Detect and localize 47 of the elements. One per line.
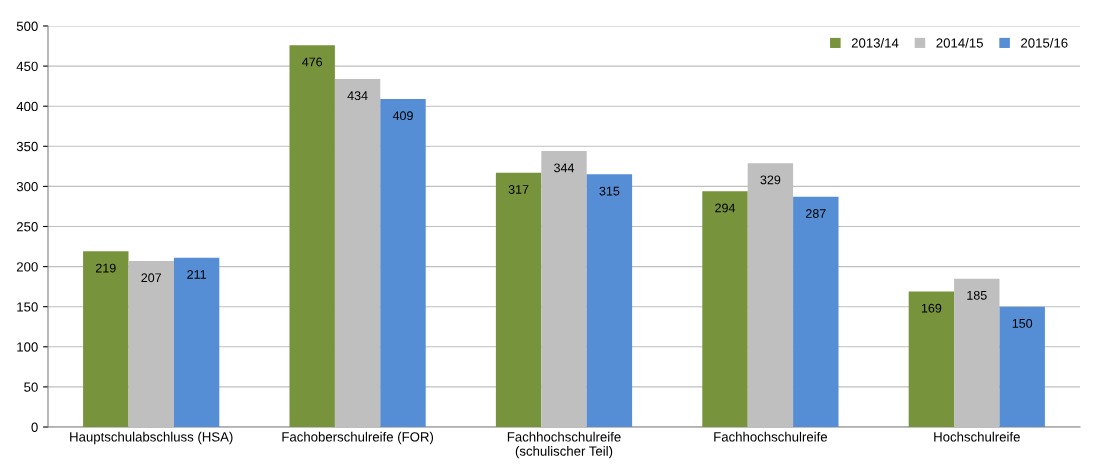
x-tick-label: Fachhochschulreife (714, 431, 828, 442)
data-label: 434 (347, 91, 368, 101)
data-label: 329 (760, 175, 781, 185)
y-tick-label: 250 (16, 222, 38, 232)
bar (702, 191, 748, 427)
data-label: 211 (187, 270, 206, 279)
data-label: 294 (715, 203, 736, 213)
y-tick-label: 150 (17, 302, 38, 312)
data-label: 169 (921, 303, 942, 313)
y-tick-label: 450 (16, 61, 38, 72)
bar (289, 45, 335, 427)
legend-label: 2015/16 (1021, 37, 1068, 48)
bar (793, 196, 839, 427)
data-label: 185 (967, 290, 987, 300)
y-tick-label: 0 (31, 422, 38, 432)
data-label: 207 (141, 273, 161, 283)
bar (83, 251, 129, 427)
data-label: 317 (508, 185, 529, 194)
bar (999, 306, 1045, 427)
x-tick-label: Hauptschulabschluss (HSA) (70, 431, 233, 445)
bar (908, 291, 955, 427)
x-tick-label: Fachhochschulreife (schulischer Teil) (507, 431, 621, 459)
x-tick-label: Hochschulreife (934, 431, 1020, 442)
y-tick-label: 100 (17, 342, 38, 352)
data-label: 287 (806, 209, 826, 218)
bar (586, 174, 633, 427)
bar (173, 257, 220, 427)
bar (380, 98, 426, 427)
y-tick-label: 300 (16, 181, 38, 192)
x-tick-label: Fachoberschulreife (FOR) (282, 431, 434, 445)
legend-label: 2014/15 (936, 37, 983, 48)
data-label: 409 (392, 111, 413, 121)
bar (541, 151, 587, 427)
bar (334, 78, 381, 427)
bar (128, 260, 174, 427)
data-label: 315 (599, 186, 620, 196)
legend-label: 2013/14 (851, 37, 899, 48)
bar (495, 172, 542, 427)
y-tick-label: 400 (16, 101, 38, 112)
data-label: 476 (302, 57, 323, 67)
y-tick-label: 200 (16, 262, 38, 272)
data-label: 150 (1012, 318, 1033, 328)
y-tick-label: 50 (24, 382, 38, 392)
y-tick-label: 350 (16, 141, 38, 152)
y-tick-label: 500 (16, 21, 38, 31)
data-label: 219 (95, 263, 116, 273)
data-label: 344 (554, 163, 575, 173)
